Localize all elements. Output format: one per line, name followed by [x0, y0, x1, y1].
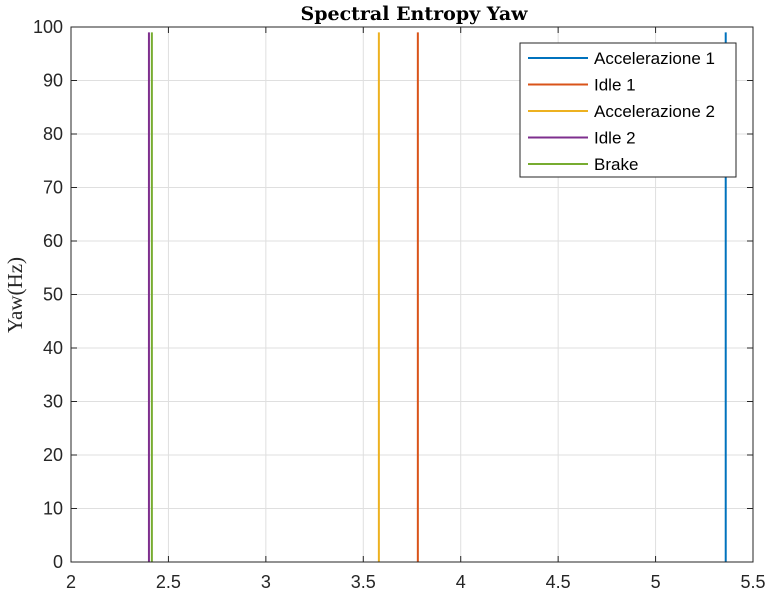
x-tick-label: 5.5: [740, 572, 765, 592]
y-tick-label: 10: [43, 499, 63, 519]
x-axis-ticks: 2 2.5 3 3.5 4 4.5 5 5.5: [66, 27, 766, 592]
y-tick-label: 20: [43, 445, 63, 465]
chart-title: Spectral Entropy Yaw: [300, 3, 528, 25]
y-tick-label: 60: [43, 231, 63, 251]
x-tick-label: 4: [456, 572, 466, 592]
x-tick-label: 2.5: [156, 572, 181, 592]
x-tick-label: 4.5: [546, 572, 571, 592]
series-lines: [147, 32, 727, 562]
x-tick-label: 3: [261, 572, 271, 592]
y-tick-label: 30: [43, 392, 63, 412]
y-tick-label: 100: [33, 17, 63, 37]
legend: Accelerazione 1 Idle 1 Accelerazione 2 Idle…: [519, 42, 737, 178]
y-tick-label: 70: [43, 178, 63, 198]
legend-label: Accelerazione 2: [594, 102, 715, 121]
y-tick-label: 50: [43, 285, 63, 305]
x-tick-label: 5: [651, 572, 661, 592]
legend-label: Brake: [594, 155, 638, 174]
y-tick-label: 90: [43, 71, 63, 91]
y-axis-ticks: 0 10 20 30 40 50 60 70 80 90 100: [33, 17, 753, 572]
legend-label: Idle 2: [594, 129, 636, 148]
y-tick-label: 0: [53, 552, 63, 572]
legend-label: Accelerazione 1: [594, 49, 715, 68]
legend-label: Idle 1: [594, 76, 636, 95]
x-tick-label: 2: [66, 572, 76, 592]
y-axis-label: Yaw(Hz): [3, 257, 27, 333]
y-tick-label: 80: [43, 124, 63, 144]
x-tick-label: 3.5: [351, 572, 376, 592]
y-tick-label: 40: [43, 338, 63, 358]
